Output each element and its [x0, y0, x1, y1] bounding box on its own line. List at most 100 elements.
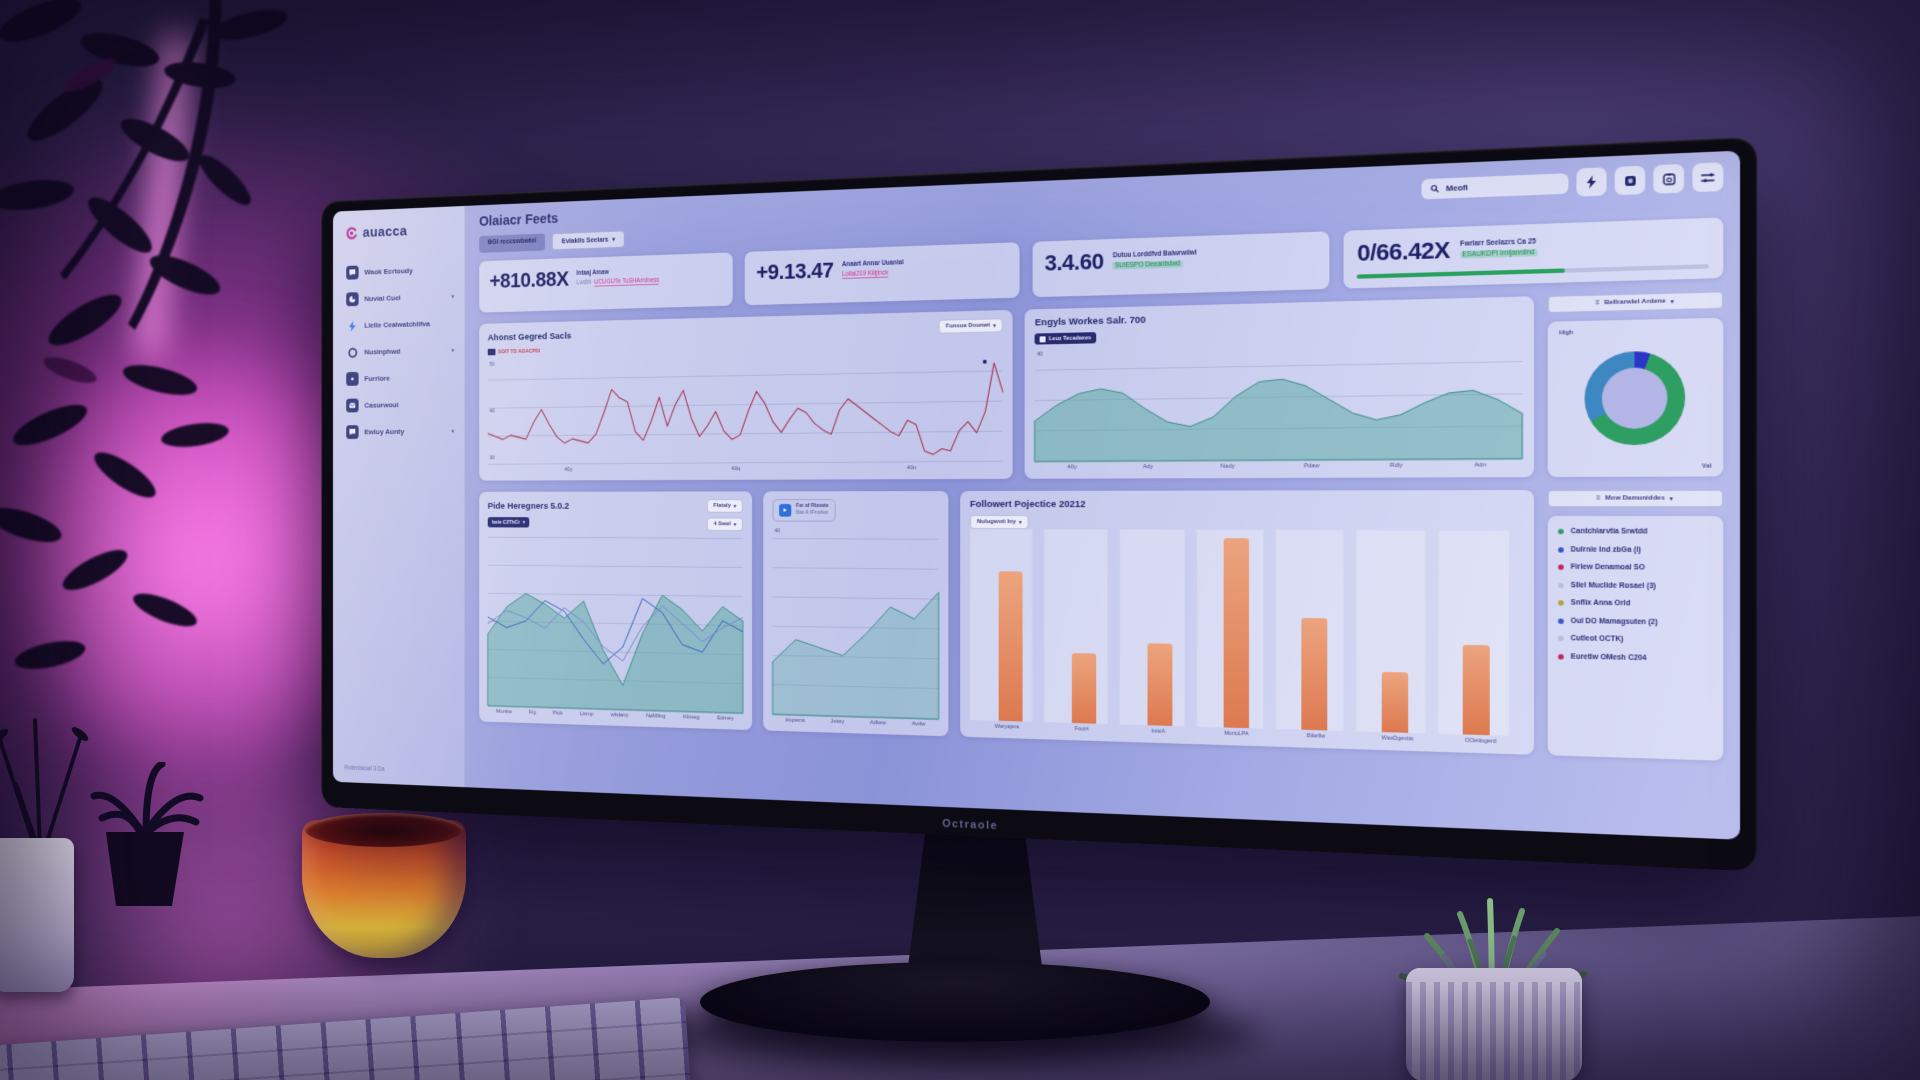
monitor: auacca Waok Ecrtoudy Nuvial Cuel ▾: [321, 136, 1757, 872]
charts-row-1: Ahonst Gegred Sacls Funsua Dounwt ▾: [479, 291, 1724, 481]
kpi-value: 0/66.42X: [1357, 236, 1450, 267]
legend-item[interactable]: Firlew Denamoal SO: [1558, 564, 1712, 575]
main-content: Olaiacr Feets BGI reccswbwtel Evlaklls S…: [465, 151, 1740, 840]
y-axis-ticks: 50 40 30: [489, 361, 495, 461]
communities-panel: ≡ Mow Damuniddes ▾ Cantchlarvtia Srwtdd …: [1547, 489, 1724, 761]
square-icon: [346, 371, 359, 386]
legend-item[interactable]: Sllel Muclide Rosael (3): [1558, 581, 1712, 592]
donut-panel: ≡ Bellrarwlel Ardene ▾ High Val: [1547, 291, 1724, 478]
series-chip: Leuz Tecadaxes: [1034, 332, 1097, 345]
camera-icon: [1662, 173, 1675, 186]
sidebar-footer-text: Ruterdwoal 3 Da: [344, 764, 385, 773]
sidebar-item-3[interactable]: Llelle Ceaiwatchlifva: [345, 310, 457, 340]
secondary-button[interactable]: Evlaklls Seelars ▾: [551, 230, 626, 251]
progress-fill: [1357, 268, 1565, 279]
bolt-icon: [1586, 175, 1597, 189]
bar: [1301, 617, 1328, 731]
kpi-link[interactable]: SUIESPO Deeanbdwd: [1112, 260, 1183, 270]
donut-label-bottom: Val: [1701, 463, 1712, 470]
chevron-down-icon: ▾: [1669, 495, 1674, 503]
donut-panel-button[interactable]: ≡ Bellrarwlel Ardene ▾: [1547, 291, 1724, 314]
y-axis-ticks: 40: [1036, 351, 1043, 358]
sidebar-item-label: Nusinphwd: [364, 347, 401, 357]
bar: [1071, 653, 1097, 724]
legend-item[interactable]: Euretlw OMesh C204: [1558, 653, 1712, 665]
legend-list: Cantchlarvtia Srwtdd Dulrnie Ind zbGa (i…: [1547, 515, 1724, 761]
chevron-down-icon: ▾: [733, 503, 737, 510]
topbar-actions: [1421, 162, 1724, 202]
sliders-button[interactable]: [1692, 162, 1724, 193]
search-box[interactable]: [1421, 172, 1569, 199]
legend-item[interactable]: Snflix Anna Orld: [1558, 599, 1712, 610]
range-select[interactable]: 4 Swel ▾: [707, 517, 743, 532]
bar-chart-plot: [970, 529, 1523, 737]
chevron-down-icon: ▾: [451, 428, 455, 435]
chevron-down-icon: ▾: [1670, 298, 1674, 306]
legend-dot: [1558, 654, 1564, 660]
chip-glyph-icon: [1039, 335, 1046, 342]
primary-button[interactable]: BGI reccswbwtel: [479, 233, 545, 253]
legend-dot: [1558, 528, 1564, 535]
kpi-link[interactable]: UCUGUTe TuSHArrdness: [594, 276, 660, 287]
multi-area-plot: [488, 534, 743, 714]
chart-dropdown[interactable]: Flataly ▾: [706, 499, 743, 513]
sidebar-item-1[interactable]: Waok Ecrtoudy: [345, 256, 457, 287]
sidebar-item-2[interactable]: Nuvial Cuel ▾: [345, 283, 457, 313]
sidebar-item-5[interactable]: Furrlore: [345, 364, 457, 393]
chart-title: Engyls Workes Salr. 700: [1034, 314, 1146, 329]
mail-icon: [346, 398, 359, 413]
kpi-label: Anaart Annar Uuanlal: [842, 259, 904, 269]
chat-icon: [346, 265, 359, 280]
communities-button[interactable]: ≡ Mow Damuniddes ▾: [1547, 489, 1724, 508]
sidebar-item-7[interactable]: Ewiuy Aunty ▾: [345, 417, 457, 445]
legend-item[interactable]: Oul DO Mamagsuten (2): [1558, 617, 1712, 629]
chevron-down-icon: ▾: [522, 519, 526, 526]
chevron-down-icon: ▾: [1018, 519, 1022, 526]
bolt-blue-icon: [346, 319, 358, 333]
logo: auacca: [345, 221, 457, 241]
kpi-link[interactable]: Loilai219 Kilijtnck: [842, 269, 889, 279]
monitor-bezel: auacca Waok Ecrtoudy Nuvial Cuel ▾: [321, 136, 1757, 872]
kpi-card-3: 3.4.60 Dutuu Lorddfvd Balwrwilwl SUIESPO…: [1032, 231, 1330, 298]
sidebar-item-label: Furrlore: [364, 374, 390, 383]
chart-badge-icon: ▸: [779, 503, 792, 517]
legend-item[interactable]: Cutleot OCTK): [1558, 635, 1712, 647]
title-block: Olaiacr Feets BGI reccswbwtel Evlaklls S…: [479, 209, 626, 253]
legend-dot: [1558, 618, 1564, 624]
white-pot-left: [0, 838, 74, 992]
bar: [1147, 643, 1172, 726]
sidebar-item-4[interactable]: Nusinphwd ▾: [345, 337, 457, 366]
legend-dot: [1558, 600, 1564, 606]
bar: [1223, 537, 1249, 729]
series-legend: SOIT TO AGACPSI: [487, 348, 540, 356]
series-chip: beie C2ThCr ▾: [487, 517, 530, 528]
y-axis-ticks: 40: [774, 528, 781, 535]
legend-swatch: [487, 348, 496, 356]
mini-chart-chip[interactable]: ▸ Far af Riaxate Bat A IFrodea: [772, 499, 836, 522]
kpi-link[interactable]: ESAUKDPI Irnijannlind: [1459, 248, 1537, 259]
donut-chart: [1584, 350, 1686, 446]
line-chart-card: Ahonst Gegred Sacls Funsua Dounwt ▾: [479, 309, 1013, 481]
screen: auacca Waok Ecrtoudy Nuvial Cuel ▾: [332, 150, 1741, 840]
chart-dropdown[interactable]: Funsua Dounwt ▾: [938, 318, 1003, 334]
bar-chart-dropdown[interactable]: Nulugwoti Iny ▾: [970, 515, 1029, 530]
area-chart-plot: 40: [1035, 339, 1523, 462]
chevron-down-icon: ▾: [733, 521, 737, 528]
series-endpoint-dot: [982, 359, 987, 364]
sidebar-item-6[interactable]: Casurwoul: [345, 391, 457, 419]
square-button[interactable]: [1614, 165, 1646, 196]
dashboard: auacca Waok Ecrtoudy Nuvial Cuel ▾: [332, 151, 1740, 840]
sidebar-item-label: Nuvial Cuel: [364, 293, 401, 303]
legend-item[interactable]: Dulrnie Ind zbGa (i): [1558, 546, 1712, 556]
small-plant: [90, 762, 204, 906]
chevron-down-icon: ▾: [451, 293, 455, 300]
monitor-stand-base: [700, 962, 1210, 1042]
search-input[interactable]: [1443, 177, 1560, 194]
sidebar: auacca Waok Ecrtoudy Nuvial Cuel ▾: [332, 205, 466, 788]
legend-dot: [1558, 546, 1564, 553]
bolt-button[interactable]: [1576, 167, 1607, 197]
kpi-value: 3.4.60: [1044, 248, 1104, 276]
camera-button[interactable]: [1653, 163, 1684, 194]
legend-item[interactable]: Cantchlarvtia Srwtdd: [1558, 528, 1712, 538]
bar: [1381, 671, 1408, 733]
